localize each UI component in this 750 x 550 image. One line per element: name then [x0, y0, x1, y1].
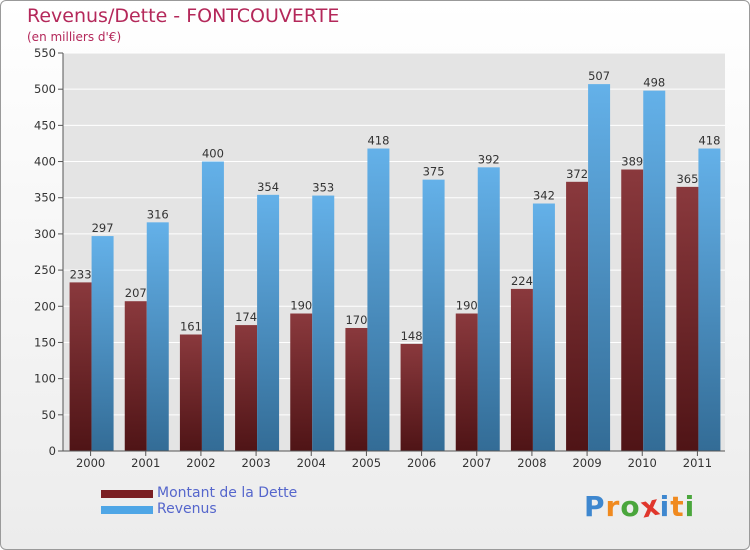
- y-tick-label: 400: [34, 155, 56, 169]
- bar-dette-2004: [290, 313, 313, 451]
- bar-dette-2000: [69, 282, 92, 451]
- x-tick-label: 2011: [683, 456, 712, 470]
- bar-revenus-2003: [257, 194, 280, 451]
- bar-dette-2008: [510, 288, 533, 451]
- bar-dette-2010: [621, 169, 644, 452]
- bar-dette-2003: [235, 325, 258, 451]
- chart-subtitle: (en milliers d'€): [27, 30, 122, 44]
- data-label-revenus-2007: 392: [478, 152, 500, 166]
- logo-letter: t: [670, 490, 685, 523]
- data-label-dette-2008: 224: [511, 274, 533, 288]
- y-tick-label: 250: [34, 263, 56, 277]
- legend-swatch-revenus: [101, 506, 153, 514]
- data-label-dette-2003: 174: [235, 310, 257, 324]
- bar-revenus-2007: [477, 167, 500, 452]
- x-tick-label: 2001: [131, 456, 160, 470]
- data-label-revenus-2004: 353: [312, 181, 334, 195]
- bar-revenus-2008: [532, 203, 555, 451]
- data-label-dette-2010: 389: [621, 155, 643, 169]
- data-label-revenus-2005: 418: [367, 134, 389, 148]
- x-tick-label: 2004: [297, 456, 326, 470]
- data-label-dette-2005: 170: [345, 313, 367, 327]
- bar-revenus-2005: [367, 148, 390, 451]
- y-tick-label: 0: [49, 444, 56, 458]
- data-label-dette-2002: 161: [180, 319, 202, 333]
- y-tick-label: 100: [34, 372, 56, 386]
- data-label-revenus-2006: 375: [423, 165, 445, 179]
- bar-dette-2005: [345, 327, 368, 451]
- data-label-dette-2000: 233: [70, 267, 92, 281]
- bar-revenus-2009: [588, 84, 611, 451]
- logo-letter: o: [620, 490, 641, 523]
- y-tick-label: 300: [34, 227, 56, 241]
- logo-letter: i: [684, 490, 696, 523]
- y-tick-label: 50: [41, 408, 56, 422]
- data-label-revenus-2011: 418: [698, 134, 720, 148]
- data-label-dette-2001: 207: [125, 286, 147, 300]
- bar-dette-2002: [179, 334, 202, 451]
- x-tick-label: 2010: [628, 456, 657, 470]
- data-label-revenus-2008: 342: [533, 189, 555, 203]
- logo-letter: r: [605, 490, 621, 523]
- plot-background: [63, 53, 725, 451]
- x-tick-label: 2007: [462, 456, 491, 470]
- legend-swatch-dette: [101, 490, 153, 498]
- data-label-revenus-2001: 316: [147, 207, 169, 221]
- x-tick-label: 2008: [517, 456, 546, 470]
- legend-label-revenus: Revenus: [157, 501, 217, 517]
- data-label-dette-2004: 190: [290, 299, 312, 313]
- chart-title: Revenus/Dette - FONTCOUVERTE: [27, 5, 340, 27]
- y-tick-label: 200: [34, 299, 56, 313]
- data-label-dette-2007: 190: [456, 299, 478, 313]
- x-tick-label: 2003: [241, 456, 270, 470]
- data-label-revenus-2000: 297: [92, 221, 114, 235]
- legend-label-dette: Montant de la Dette: [157, 485, 298, 501]
- bar-revenus-2001: [146, 222, 169, 451]
- bar-revenus-2010: [643, 90, 666, 451]
- y-tick-label: 150: [34, 335, 56, 349]
- bar-dette-2007: [455, 313, 478, 451]
- logo-letter: i: [659, 490, 671, 523]
- bar-revenus-2004: [312, 195, 335, 451]
- bar-dette-2009: [566, 181, 589, 452]
- bar-dette-2006: [400, 343, 423, 451]
- data-label-revenus-2003: 354: [257, 180, 279, 194]
- proxiti-logo: Proxiti: [584, 488, 696, 524]
- bar-dette-2011: [676, 186, 699, 451]
- data-label-revenus-2010: 498: [643, 76, 665, 90]
- x-tick-label: 2009: [572, 456, 601, 470]
- bar-revenus-2000: [91, 236, 114, 451]
- bar-revenus-2002: [201, 161, 224, 451]
- data-label-dette-2011: 365: [676, 172, 698, 186]
- bar-revenus-2006: [422, 179, 445, 452]
- y-tick-label: 450: [34, 118, 56, 132]
- x-tick-label: 2002: [186, 456, 215, 470]
- y-tick-label: 550: [34, 46, 56, 60]
- data-label-revenus-2009: 507: [588, 69, 610, 83]
- x-tick-label: 2000: [76, 456, 105, 470]
- x-tick-label: 2005: [352, 456, 381, 470]
- bar-revenus-2011: [698, 148, 721, 451]
- y-tick-label: 350: [34, 191, 56, 205]
- y-tick-label: 500: [34, 82, 56, 96]
- bar-dette-2001: [124, 301, 147, 451]
- data-label-dette-2009: 372: [566, 167, 588, 181]
- logo-letter: P: [584, 490, 606, 523]
- data-label-dette-2006: 148: [401, 329, 423, 343]
- data-label-revenus-2002: 400: [202, 147, 224, 161]
- x-tick-label: 2006: [407, 456, 436, 470]
